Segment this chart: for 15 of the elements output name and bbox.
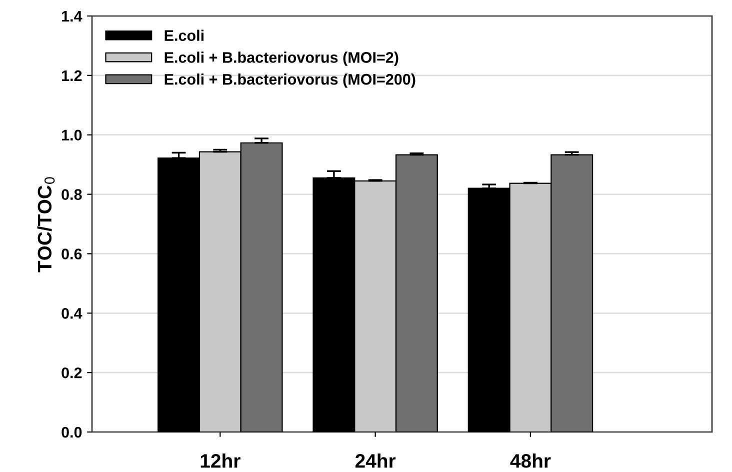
y-tick-label: 0.4 xyxy=(62,308,82,319)
x-tick-label: 12hr xyxy=(200,454,240,468)
legend-label: E.coli xyxy=(164,30,204,41)
y-tick-label: 0.6 xyxy=(62,248,82,260)
legend-label: E.coli + B.bacteriovorus (MOI=2) xyxy=(164,52,398,66)
y-tick-label: 1.4 xyxy=(62,11,82,22)
x-tick-label: 48hr xyxy=(510,454,551,468)
y-tick-label: 0.8 xyxy=(62,189,82,200)
y-tick-label: 1.2 xyxy=(62,70,82,81)
y-tick-label: 1.0 xyxy=(62,130,82,141)
x-tick-label: 24hr xyxy=(355,454,396,468)
y-tick-label: 0.2 xyxy=(62,367,82,378)
y-tick-label: 0.0 xyxy=(62,426,82,438)
legend-label: E.coli + B.bacteriovorus (MOI=200) xyxy=(164,74,416,88)
y-axis-title: TOC/TOC$_{0}$ xyxy=(37,177,55,272)
